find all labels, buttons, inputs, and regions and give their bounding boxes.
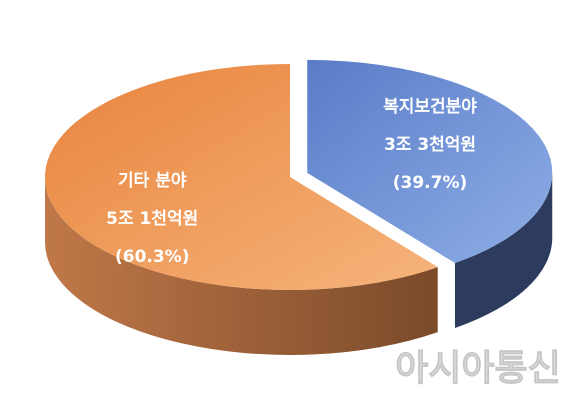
- slice-side: [45, 177, 438, 355]
- slice-amount: 3조 3천억원: [384, 135, 476, 155]
- slice-percent: (60.3%): [115, 247, 190, 267]
- slice-percent: (39.7%): [393, 173, 468, 193]
- slice-label: 복지보건분야: [383, 97, 477, 117]
- slice-label: 기타 분야: [118, 171, 187, 191]
- slice-amount: 5조 1천억원: [106, 209, 198, 229]
- slice: [44, 64, 438, 290]
- watermark: 아시아통신: [395, 348, 561, 389]
- slice-side: [454, 172, 553, 329]
- slice: [307, 59, 553, 264]
